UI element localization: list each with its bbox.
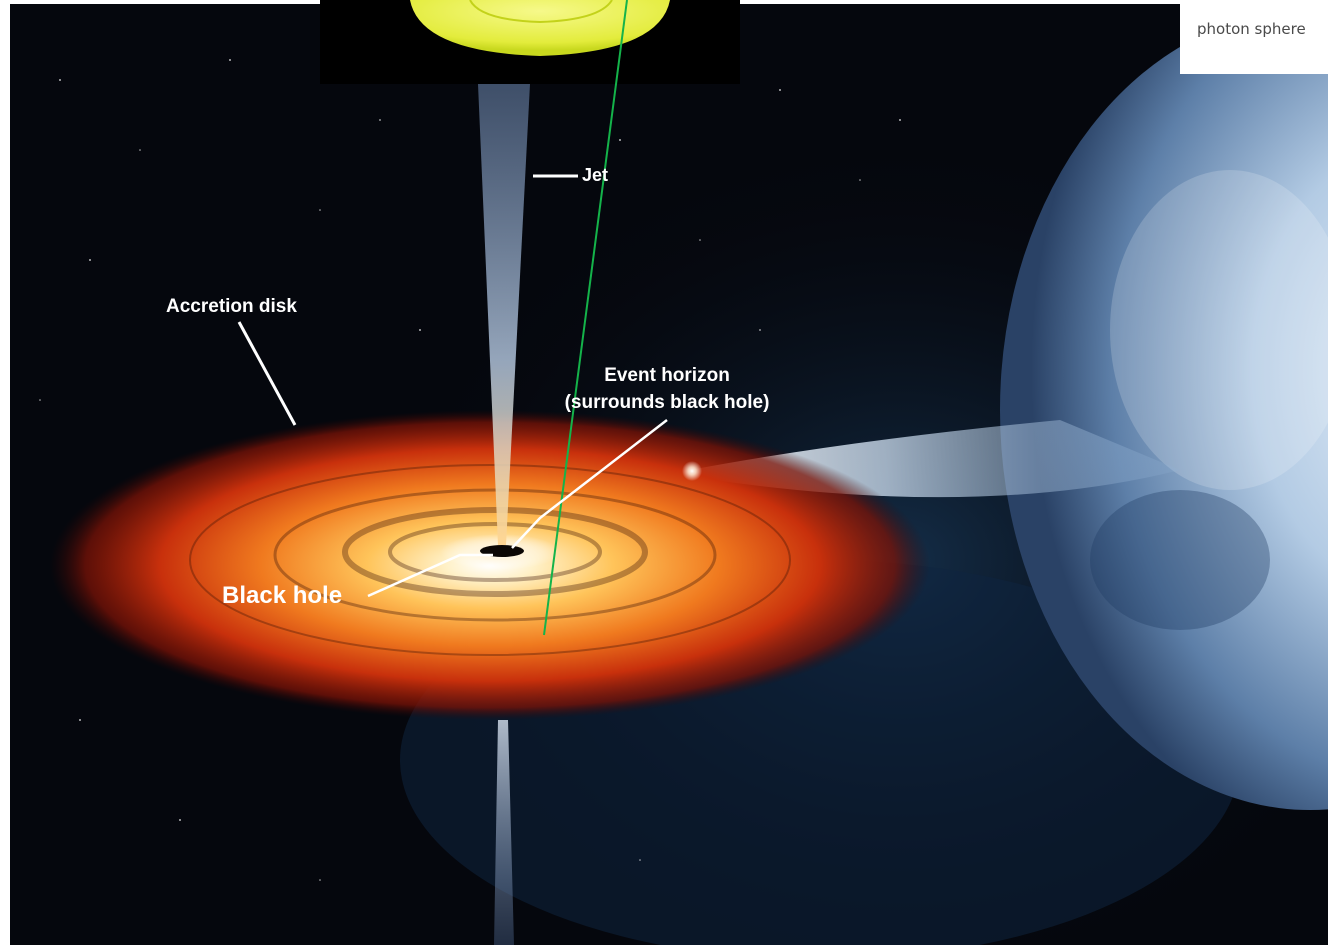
jet-label: Jet — [582, 165, 608, 185]
star-surface-highlight — [1110, 170, 1328, 490]
pointer-line — [543, 0, 628, 636]
disk-swirls — [189, 464, 791, 656]
black-hole-label: Black hole — [222, 582, 342, 609]
background-stars — [39, 59, 901, 881]
hot-spot — [682, 461, 702, 481]
star-surface-shadow — [1090, 490, 1270, 630]
jet-upper — [478, 84, 530, 545]
accretion-disk-label: Accretion disk — [166, 296, 297, 317]
event-horizon-label: Event horizon — [604, 365, 730, 386]
yellow-sphere-section — [410, 0, 670, 56]
photon-sphere-label: photon sphere — [1197, 20, 1306, 38]
event-horizon-sublabel: (surrounds black hole) — [565, 392, 770, 413]
black-hole-leader-line — [367, 553, 493, 598]
companion-star — [1000, 10, 1328, 810]
photon-sphere-panel — [1180, 4, 1328, 74]
event-horizon-leader-line — [511, 419, 668, 549]
accretion-disk-leader-line — [237, 321, 297, 426]
sphere-inner-ring — [469, 0, 613, 24]
jet-lower — [494, 720, 514, 945]
